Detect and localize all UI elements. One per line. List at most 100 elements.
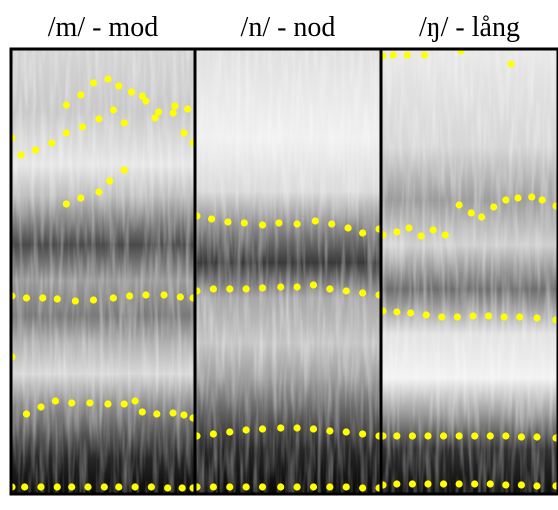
formant-dot-f5 [424, 480, 432, 488]
formant-dot-f4 [209, 483, 217, 491]
formant-dot-f4 [486, 432, 494, 440]
formant-dot-f3 [533, 314, 541, 322]
formant-dot-f1 [48, 139, 56, 147]
formant-dot-f3 [453, 313, 461, 321]
formant-dot-f6 [180, 411, 188, 419]
spectrogram-panel-n [195, 49, 381, 494]
formant-dot-f6 [37, 403, 45, 411]
formant-dot-f2 [104, 75, 112, 83]
formant-dot-f1 [275, 219, 283, 227]
formant-dot-f2 [429, 226, 437, 234]
formant-dot-f3 [62, 200, 70, 208]
formant-dot-f2 [155, 108, 163, 116]
formant-dot-f4 [517, 433, 526, 441]
formant-dot-f1 [224, 218, 232, 226]
formant-dot-f3 [95, 188, 103, 196]
formant-dot-f3 [106, 177, 114, 185]
formant-dot-f4 [455, 432, 463, 440]
formant-dot-f5 [393, 480, 401, 488]
formant-dot-f1 [311, 217, 319, 225]
formant-dot-f3 [469, 312, 477, 320]
formant-dot-f1 [95, 115, 103, 123]
formant-dot-f1 [120, 119, 128, 127]
formant-dot-f3 [407, 309, 415, 317]
formant-dot-f4 [293, 483, 301, 491]
formant-dot-f3 [309, 425, 318, 433]
formant-dot-f3 [393, 308, 401, 316]
formant-dot-f1 [138, 92, 146, 100]
formant-dot-f3 [209, 430, 217, 438]
formant-dot-f3 [438, 313, 446, 321]
formant-dot-f2 [242, 285, 250, 293]
formant-dot-f4 [160, 291, 168, 299]
formant-dot-f3 [484, 312, 493, 320]
formant-dot-f4 [126, 292, 134, 300]
formant-dot-f3 [326, 427, 334, 435]
formant-dot-f1 [507, 60, 515, 68]
formant-dot-f7 [68, 483, 76, 491]
formant-dot-f4 [502, 432, 510, 440]
formant-dot-f6 [153, 410, 161, 418]
spectrogram-panel-m [11, 49, 195, 494]
formant-dot-f7 [115, 483, 123, 491]
formant-dot-f4 [176, 293, 184, 301]
formant-dot-f4 [89, 296, 98, 304]
formant-dot-f2 [455, 201, 463, 209]
formant-dot-f4 [109, 294, 117, 302]
formant-dot-f7 [21, 483, 29, 491]
formant-dot-f5 [533, 482, 541, 490]
formant-dot-f1 [403, 51, 411, 59]
formant-dot-f7 [131, 483, 139, 491]
formant-dot-f6 [104, 400, 112, 408]
formant-dot-f2 [309, 281, 318, 289]
formant-dot-f5 [486, 480, 494, 488]
formant-dot-f4 [242, 483, 250, 491]
formant-dot-f4 [533, 433, 541, 441]
formant-dot-f7 [53, 483, 61, 491]
formant-dot-f5 [502, 481, 510, 489]
formant-dot-f2 [478, 213, 486, 221]
formant-dot-f3 [422, 311, 430, 319]
formant-dot-f1 [169, 109, 177, 117]
formant-dot-f2 [359, 289, 367, 297]
formant-dot-f1 [293, 220, 301, 228]
formant-dot-f2 [490, 203, 498, 211]
formant-dot-f2 [417, 232, 425, 240]
formant-dot-f1 [344, 224, 352, 232]
formant-dot-f2 [441, 231, 449, 239]
formant-dot-f2 [258, 284, 267, 292]
formant-dot-f5 [471, 480, 479, 488]
formant-dot-f1 [207, 215, 216, 223]
formant-dot-f2 [142, 97, 150, 105]
formant-dot-f4 [408, 432, 417, 440]
formant-dot-f3 [120, 166, 128, 174]
formant-dot-f2 [77, 91, 85, 99]
formant-dot-f7 [147, 483, 155, 491]
formant-dot-f1 [17, 151, 25, 159]
formant-dot-f2 [115, 82, 123, 90]
formant-dot-f7 [37, 483, 45, 491]
formant-dot-f4 [309, 483, 318, 491]
formant-dot-f2 [183, 105, 192, 113]
formant-dot-f2 [528, 193, 536, 201]
formant-dot-f1 [240, 219, 248, 227]
spectrogram-panel-ng [381, 49, 558, 494]
formant-dot-f6 [22, 410, 31, 418]
formant-dot-f6 [169, 409, 177, 417]
formant-dot-f4 [326, 483, 334, 491]
formant-dot-f1 [180, 129, 188, 137]
formant-dot-f7 [164, 484, 172, 492]
formant-dot-f2 [277, 283, 285, 291]
formant-dot-f6 [131, 397, 139, 405]
formant-dot-f7 [178, 484, 186, 492]
formant-dot-f3 [258, 425, 267, 433]
formant-dot-f3 [242, 426, 250, 434]
formant-dot-f5 [455, 480, 463, 488]
formant-dot-f2 [326, 285, 334, 293]
formant-dot-f1 [78, 123, 87, 131]
formant-dot-f4 [258, 483, 267, 491]
formant-dot-f7 [84, 483, 92, 491]
formant-dot-f7 [100, 483, 108, 491]
